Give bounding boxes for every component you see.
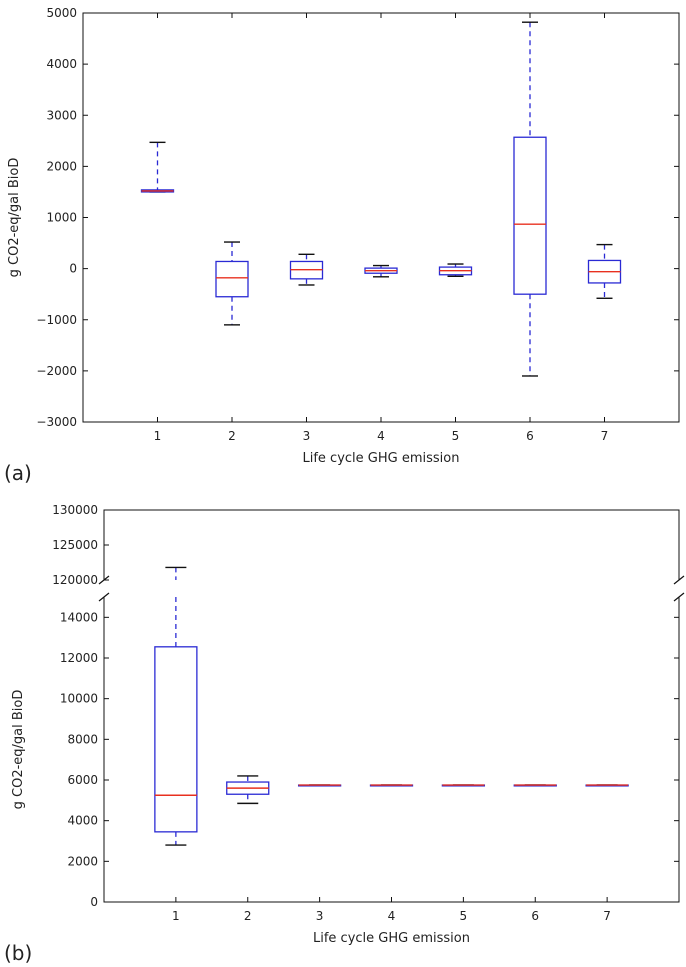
x-tick-label: 1: [172, 909, 180, 923]
y-tick-label: 125000: [52, 538, 98, 552]
box-2: [215, 241, 249, 326]
y-tick-label: 4000: [67, 814, 98, 828]
box-1: [154, 566, 198, 846]
x-tick-label: 2: [228, 429, 236, 443]
x-tick-label: 5: [452, 429, 460, 443]
y-tick-label: 0: [90, 895, 98, 909]
y-tick-label: 3000: [46, 108, 77, 122]
x-tick-label: 4: [377, 429, 385, 443]
x-axis-title: Life cycle GHG emission: [313, 931, 470, 946]
y-tick-label: 1000: [46, 211, 77, 225]
y-tick-label: 10000: [60, 692, 98, 706]
y-tick-label: 6000: [67, 773, 98, 787]
box-6: [513, 784, 557, 787]
y-axis-title: g CO2-eq/gal BioD: [7, 158, 22, 278]
y-tick-label: 130000: [52, 503, 98, 517]
x-tick-label: 2: [244, 909, 252, 923]
x-tick-label: 7: [603, 909, 611, 923]
x-tick-label: 5: [460, 909, 468, 923]
box-1: [140, 141, 175, 193]
y-tick-label: 0: [69, 262, 77, 276]
panel-label: (a): [4, 461, 32, 485]
axis-break-mark-lower: [98, 592, 110, 602]
panel-a: −3000 −2000 −1000 0 1000 2000 3000 4000 5000 1 2 3 4…: [4, 6, 680, 485]
x-tick-label: 6: [526, 429, 534, 443]
axis-break-mark-upper: [673, 575, 685, 585]
box-3: [289, 253, 324, 286]
x-tick-label: 3: [316, 909, 324, 923]
y-tick-label: −2000: [36, 364, 77, 378]
lower-plot-frame: [103, 597, 680, 903]
box-5: [438, 263, 473, 277]
y-tick-label: 5000: [46, 6, 77, 20]
y-tick-label: −1000: [36, 313, 77, 327]
y-axis-title: g CO2-eq/gal BioD: [11, 690, 26, 810]
plot-frame: [82, 12, 680, 423]
box-2: [226, 775, 270, 805]
y-tick-label: 4000: [46, 57, 77, 71]
box-7: [587, 243, 622, 299]
box-7: [585, 784, 629, 787]
box-4: [364, 264, 398, 278]
panel-label: (b): [4, 941, 32, 965]
x-tick-label: 3: [303, 429, 311, 443]
x-tick-label: 4: [388, 909, 396, 923]
x-tick-label: 7: [601, 429, 609, 443]
y-tick-label: 14000: [60, 610, 98, 624]
x-tick-label: 6: [531, 909, 539, 923]
panel-b: 120000 125000 130000 0 2000 4000 6000 8000 10000…: [4, 503, 685, 965]
y-tick-label: 2000: [46, 159, 77, 173]
iqr-box: [513, 136, 547, 295]
iqr-box: [215, 260, 249, 298]
x-axis-title: Life cycle GHG emission: [303, 451, 460, 466]
x-tick-label: 1: [154, 429, 162, 443]
y-tick-label: 2000: [67, 854, 98, 868]
box-5: [441, 784, 486, 787]
box-6: [513, 21, 547, 377]
y-tick-label: −3000: [36, 415, 77, 429]
iqr-box: [154, 646, 198, 833]
y-tick-label: 8000: [67, 732, 98, 746]
y-tick-label: 12000: [60, 651, 98, 665]
box-4: [369, 784, 414, 787]
upper-plot-frame: [103, 509, 680, 580]
box-3: [297, 784, 342, 787]
axis-break-mark-lower: [673, 592, 685, 602]
y-tick-label: 120000: [52, 573, 98, 587]
